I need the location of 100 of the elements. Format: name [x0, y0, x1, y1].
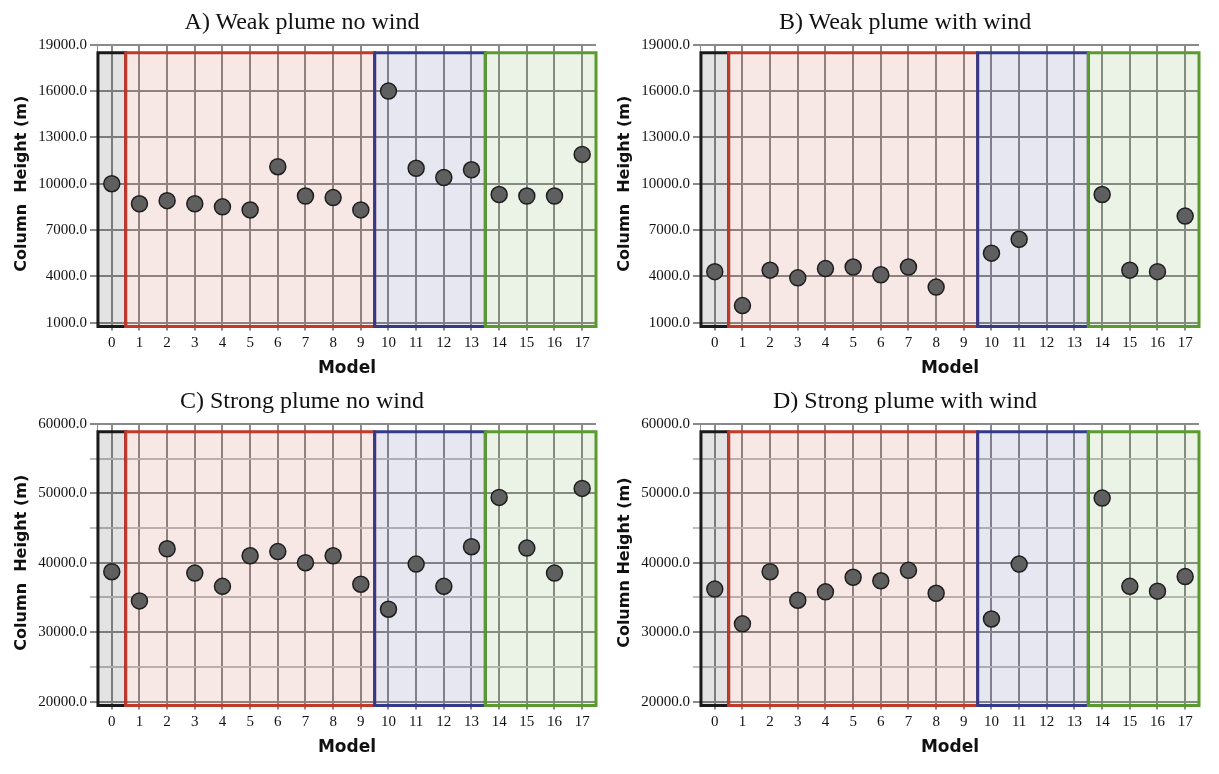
x-tick-label: 7	[904, 333, 913, 350]
point	[545, 564, 564, 582]
x-tick-label: 15	[1122, 712, 1138, 729]
x-axis-title: Model	[317, 736, 377, 757]
point	[573, 145, 591, 164]
x-tick-label: 1	[738, 333, 747, 350]
point	[241, 201, 259, 219]
x-tick-label: 13	[463, 712, 479, 729]
point	[899, 561, 918, 580]
x-tick-label: 4	[821, 712, 830, 729]
x-tick-label: 3	[794, 712, 802, 729]
x-tick-label: 13	[463, 333, 479, 350]
point	[1010, 555, 1028, 573]
point	[490, 185, 508, 204]
point	[706, 580, 724, 598]
x-tick-label: 1	[135, 333, 144, 350]
point	[296, 553, 315, 572]
point	[1176, 207, 1194, 225]
point	[789, 591, 807, 609]
chart-title: C) Strong plume no wind	[180, 386, 424, 413]
x-tick-label: 3	[191, 712, 199, 729]
x-tick-label: 16	[1150, 333, 1166, 350]
x-tick-label: 6	[274, 333, 283, 350]
x-tick-label: 11	[408, 712, 424, 729]
x-tick-label: 11	[1011, 333, 1027, 350]
x-tick-label: 3	[794, 333, 802, 350]
x-tick-label: 0	[108, 712, 116, 729]
point	[490, 488, 508, 507]
y-tick-label: 40000.0	[38, 553, 87, 570]
point	[733, 296, 752, 315]
point	[816, 259, 835, 278]
point	[324, 547, 342, 565]
x-tick-label: 15	[519, 333, 535, 350]
x-tick-label: 13	[1066, 333, 1082, 350]
point	[844, 568, 862, 587]
y-axis-title: Column Height (m)	[10, 95, 30, 272]
point	[352, 201, 370, 219]
point	[158, 540, 176, 558]
x-tick-label: 9	[960, 712, 968, 729]
x-tick-label: 11	[408, 333, 424, 350]
point	[379, 600, 398, 618]
x-tick-label: 5	[246, 333, 254, 350]
point	[927, 278, 945, 296]
point	[130, 195, 149, 213]
y-tick-label: 30000.0	[641, 623, 690, 640]
x-tick-label: 5	[849, 712, 857, 729]
x-axis-title: Model	[920, 357, 980, 378]
y-tick-label: 1000.0	[648, 313, 690, 330]
point	[103, 174, 121, 193]
x-tick-label: 14	[491, 712, 508, 729]
x-tick-label: 12	[1039, 333, 1055, 350]
x-tick-label: 9	[960, 333, 968, 350]
point	[186, 195, 204, 213]
point	[269, 542, 287, 561]
y-tick-label: 7000.0	[45, 220, 87, 237]
point	[872, 266, 890, 284]
point	[296, 187, 315, 205]
point	[103, 562, 121, 581]
point	[352, 575, 370, 593]
point	[130, 592, 149, 610]
x-axis-title: Model	[920, 736, 980, 757]
x-tick-label: 3	[191, 333, 199, 350]
x-tick-label: 7	[301, 333, 310, 350]
y-axis-title: Column Height (m)	[613, 477, 633, 648]
y-tick-label: 60000.0	[38, 414, 87, 431]
x-tick-label: 0	[711, 712, 719, 729]
point	[1148, 582, 1167, 600]
y-tick-label: 60000.0	[641, 414, 690, 431]
x-tick-label: 12	[436, 712, 452, 729]
x-tick-label: 8	[329, 712, 337, 729]
x-tick-label: 10	[380, 333, 396, 350]
y-tick-label: 13000.0	[38, 128, 87, 145]
x-tick-label: 13	[1066, 712, 1082, 729]
point	[761, 562, 779, 581]
x-tick-label: 5	[246, 712, 254, 729]
x-tick-label: 17	[574, 712, 591, 729]
x-tick-label: 8	[329, 333, 337, 350]
x-tick-label: 9	[357, 712, 365, 729]
y-tick-label: 20000.0	[38, 692, 87, 709]
y-axis-title: Column Height (m)	[10, 474, 30, 651]
point	[324, 188, 342, 207]
point	[1121, 577, 1139, 596]
y-tick-label: 13000.0	[641, 128, 690, 145]
y-axis-title: Column Height (m)	[613, 95, 633, 272]
point	[706, 262, 724, 281]
y-tick-label: 19000.0	[38, 35, 87, 52]
x-tick-label: 17	[574, 333, 591, 350]
x-tick-label: 2	[766, 333, 774, 350]
x-tick-label: 10	[380, 712, 396, 729]
x-tick-label: 14	[1094, 333, 1111, 350]
point	[241, 547, 259, 565]
point	[379, 82, 398, 100]
y-tick-label: 19000.0	[641, 35, 690, 52]
y-tick-label: 50000.0	[641, 484, 690, 501]
x-tick-label: 10	[983, 333, 999, 350]
point	[518, 187, 536, 205]
x-tick-label: 14	[491, 333, 508, 350]
point	[1148, 262, 1167, 281]
x-tick-label: 7	[301, 712, 310, 729]
y-tick-label: 40000.0	[641, 553, 690, 570]
